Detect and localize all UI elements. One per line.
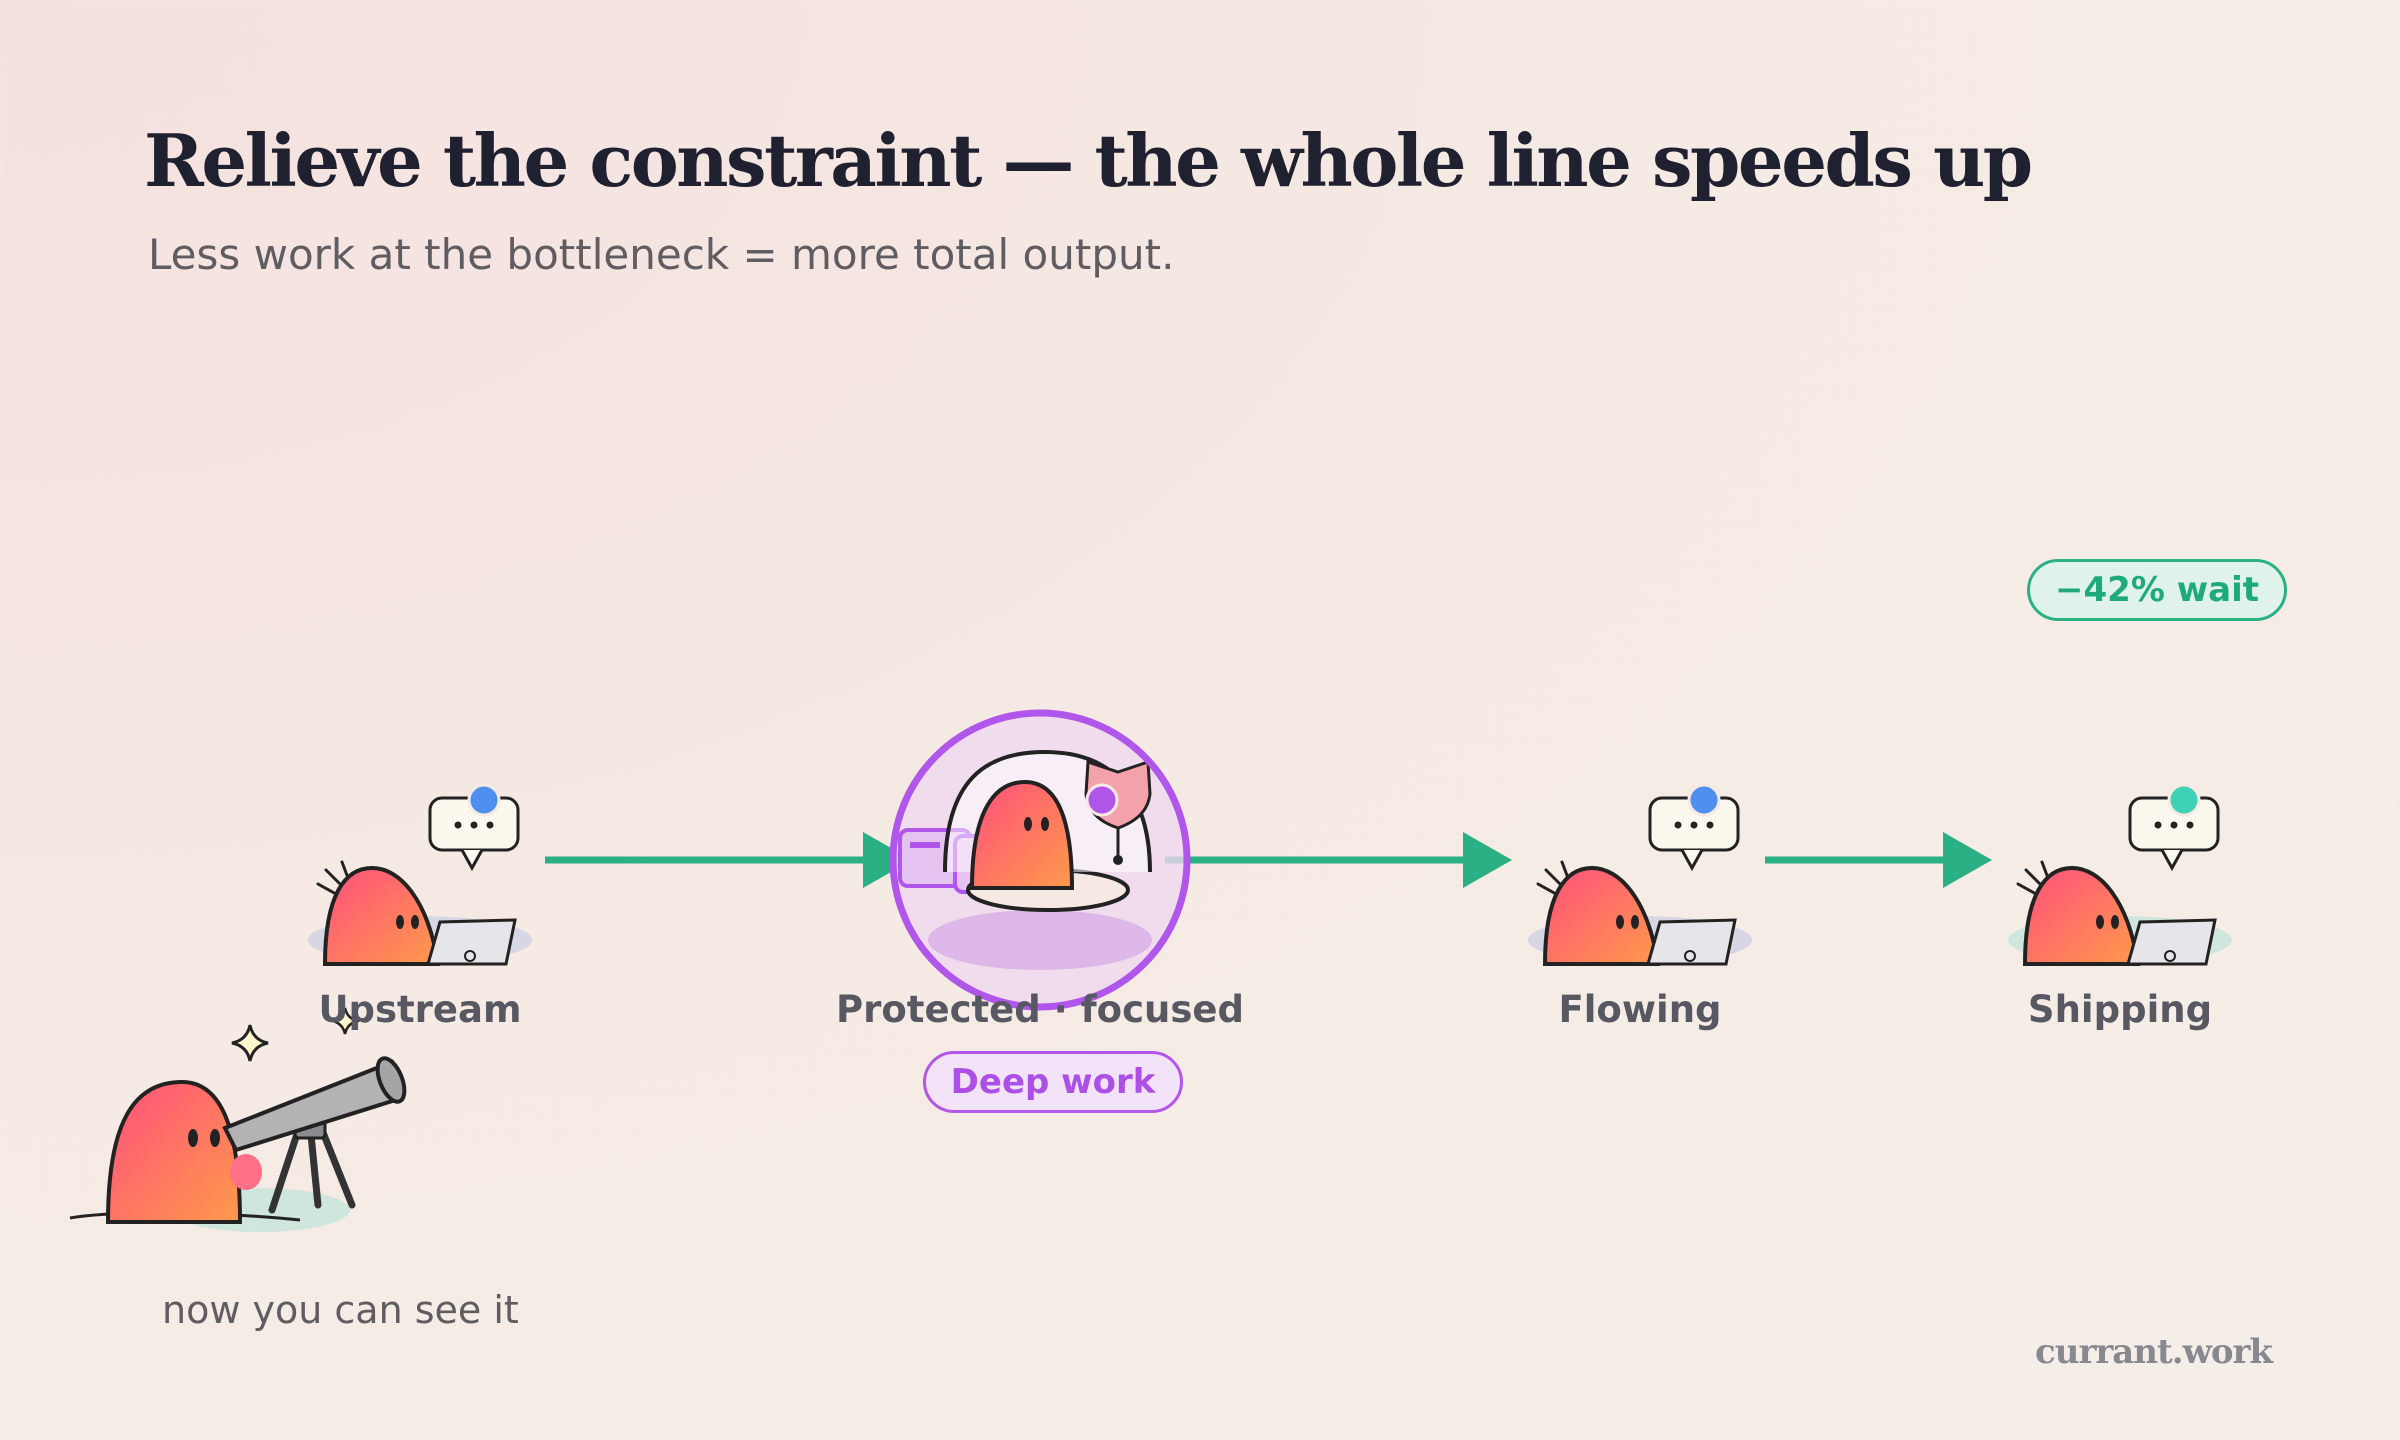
status-dot <box>1687 783 1721 817</box>
focused-character-icon <box>969 779 1075 890</box>
status-dot <box>467 783 501 817</box>
laptop-icon <box>426 918 517 966</box>
deep-work-badge: Deep work <box>923 1051 1183 1113</box>
stage-label-shipping: Shipping <box>2027 988 2213 1031</box>
sparkle-icon <box>328 1007 362 1035</box>
page-title: Relieve the constraint — the whole line … <box>144 118 2033 203</box>
stage-upstream <box>308 783 532 966</box>
telescope-mascot <box>69 1007 407 1232</box>
stage-label-flowing: Flowing <box>1558 988 1722 1031</box>
laptop-icon <box>2126 918 2217 966</box>
worker-character-icon <box>2022 865 2141 966</box>
stage-shipping <box>2008 783 2232 966</box>
status-dot <box>2167 783 2201 817</box>
wait-reduction-badge: −42% wait <box>2027 559 2287 621</box>
worker-character-icon <box>1542 865 1661 966</box>
laptop-icon <box>1646 918 1737 966</box>
focus-ring <box>889 709 1191 1011</box>
telescope-icon <box>222 1056 407 1214</box>
stage-label-protected: Protected · focused <box>836 988 1244 1031</box>
stage-label-upstream: Upstream <box>318 988 522 1031</box>
mascot-caption: now you can see it <box>162 1288 519 1332</box>
stage-flowing <box>1528 783 1752 966</box>
brand-logo: currant.work <box>2035 1332 2273 1372</box>
worker-character-icon <box>322 865 441 966</box>
mascot-character-icon <box>105 1079 243 1224</box>
page-subtitle: Less work at the bottleneck = more total… <box>148 230 1175 279</box>
stage-protected <box>889 709 1191 1011</box>
sparkle-icon <box>231 1024 269 1062</box>
status-dot <box>1085 783 1119 817</box>
